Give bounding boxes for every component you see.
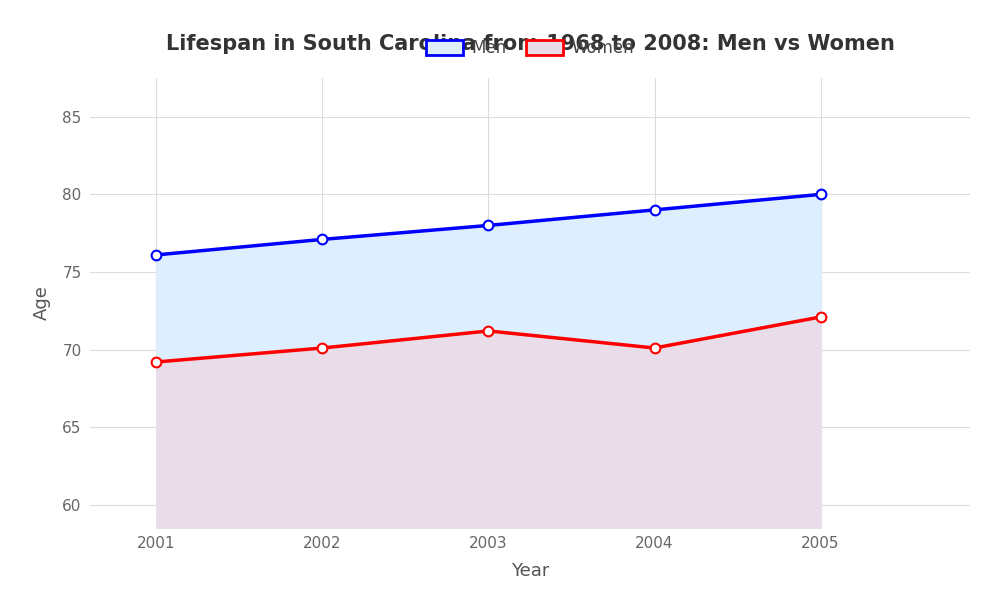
- Title: Lifespan in South Carolina from 1968 to 2008: Men vs Women: Lifespan in South Carolina from 1968 to …: [166, 34, 894, 54]
- Y-axis label: Age: Age: [33, 286, 51, 320]
- Legend: Men, Women: Men, Women: [419, 32, 641, 64]
- X-axis label: Year: Year: [511, 562, 549, 580]
